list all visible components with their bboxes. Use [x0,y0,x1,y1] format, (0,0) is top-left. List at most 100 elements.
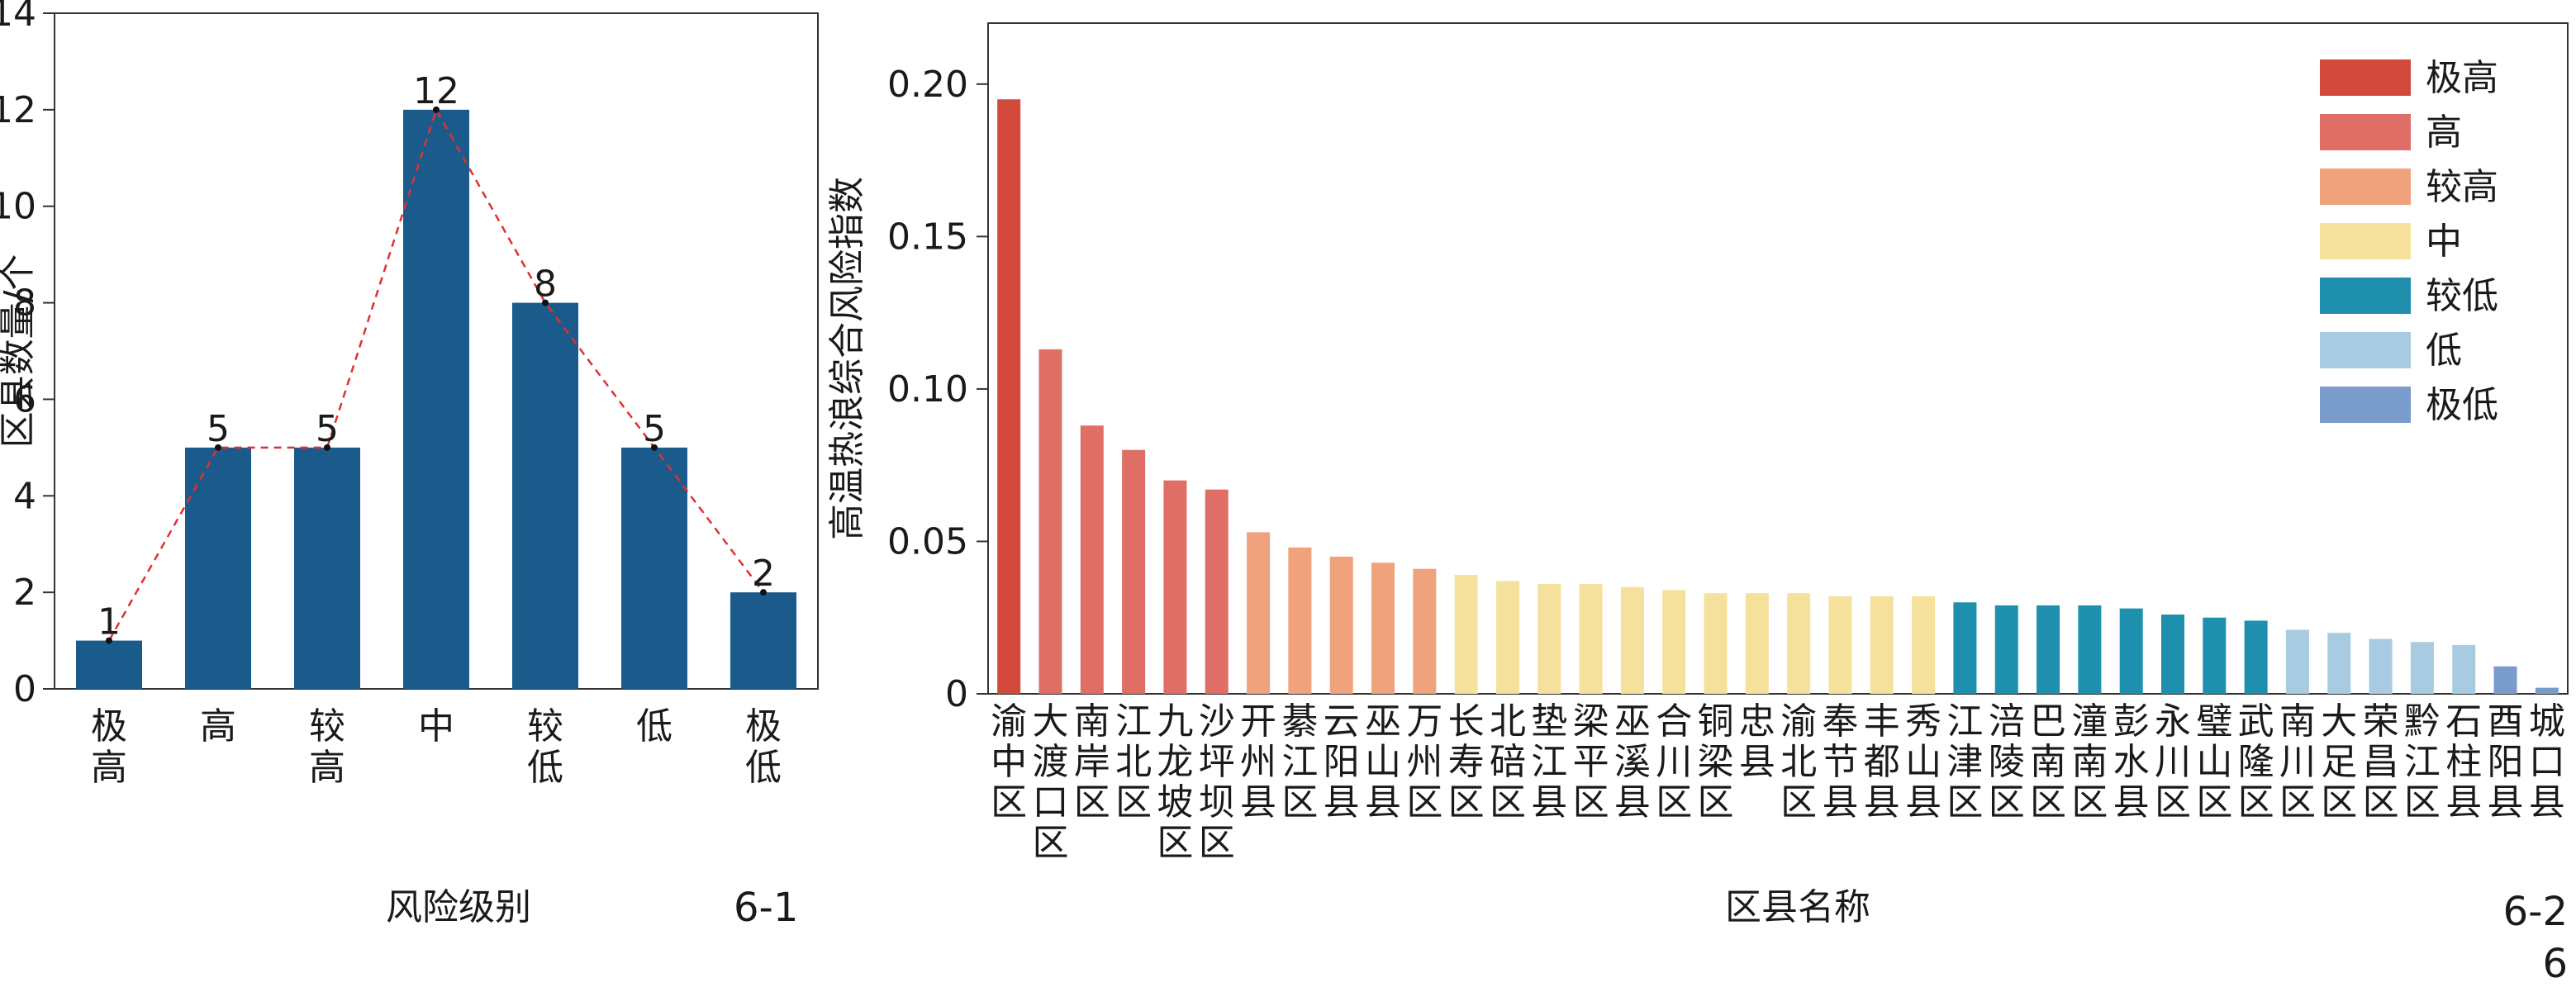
legend-label: 高 [2426,112,2462,154]
right-x-tick-label: 区 [2238,781,2274,824]
right-bar [1745,593,1769,694]
legend-label: 极低 [2426,384,2498,426]
left-x-tick-label: 中 [418,705,454,748]
right-x-tick-label: 节 [1822,741,1858,783]
legend-swatch [2320,168,2411,205]
left-x-tick-label: 高 [200,705,236,748]
right-x-tick-label: 寿 [1448,741,1485,783]
left-trend-line [106,106,767,644]
right-x-tick-label: 合 [1656,700,1692,743]
right-bar [1205,489,1229,694]
left-y-tick-label: 4 [13,475,36,517]
right-panel-label-extra: 6 [2542,941,2568,987]
right-x-tick-label: 县 [1864,781,1900,824]
right-x-tick-label: 县 [2445,781,2482,824]
right-x-tick-label: 区 [1698,781,1734,824]
right-x-tick-label: 区 [1448,781,1485,824]
right-x-tick-label: 区 [1281,781,1318,824]
right-x-tick-label: 中 [991,741,1027,783]
right-bar [1787,593,1811,694]
right-x-tick-label: 北 [1490,700,1526,743]
legend-swatch [2320,278,2411,314]
right-x-tick-label: 县 [2488,781,2524,824]
legend-swatch [2320,59,2411,96]
left-x-axis-ticks: 极高高 较高中 较低低 极低 [91,705,782,789]
right-x-tick-label: 县 [1614,781,1651,824]
legend-label: 低 [2426,330,2462,372]
left-trend-point [651,444,658,451]
right-x-tick-label: 山 [1905,741,1942,783]
right-bar [1870,596,1894,694]
right-x-tick-label: 溪 [1614,741,1651,783]
right-bar [2535,687,2559,694]
left-bar [621,447,687,689]
right-x-tick-label: 巫 [1614,700,1651,743]
right-x-tick-label: 坪 [1199,741,1235,783]
right-x-tick-label: 足 [2321,741,2357,783]
right-x-tick-label: 渝 [1780,700,1817,743]
right-x-tick-label: 昌 [2363,741,2399,783]
right-bar [1662,590,1686,694]
right-x-tick-label: 区 [1074,781,1110,824]
right-x-tick-label: 山 [1365,741,1401,783]
left-x-tick-label: 极 [91,705,127,748]
right-x-tick-label: 垫 [1531,700,1567,743]
right-x-tick-label: 区 [2155,781,2191,824]
right-bar [1495,581,1519,694]
right-bar [1080,425,1104,694]
right-x-tick-label: 开 [1240,700,1276,743]
right-x-tick-label: 阳 [1324,741,1360,783]
right-bar [1620,586,1644,694]
left-y-tick-label: 2 [13,572,36,614]
left-y-tick-label: 8 [13,282,36,325]
left-y-tick-label: 14 [0,0,36,35]
right-x-tick-label: 川 [2279,741,2316,783]
right-x-tick-label: 区 [1656,781,1692,824]
right-bar [2410,642,2434,694]
right-x-tick-label: 大 [2321,700,2357,743]
left-trend-point [542,299,549,306]
right-x-tick-label: 区 [1115,781,1152,824]
right-x-tick-label: 县 [1531,781,1567,824]
legend-label: 中 [2426,221,2462,263]
left-bar [512,302,578,689]
right-bar [1371,562,1395,694]
right-x-tick-label: 州 [1240,741,1276,783]
right-x-tick-label: 涪 [1989,700,2025,743]
right-x-tick-label: 区 [991,781,1027,824]
left-x-tick-label: 较 [527,705,563,748]
right-x-tick-label: 岸 [1074,741,1110,783]
right-x-tick-label: 忠 [1739,700,1775,743]
right-x-tick-label: 南 [2030,741,2066,783]
right-bar [1038,349,1062,694]
left-y-axis-ticks: 0 2 4 6 8 10 12 14 [0,0,55,710]
right-x-tick-label: 柱 [2445,741,2482,783]
right-x-tick-label: 区 [1157,822,1193,864]
right-x-tick-label: 县 [1365,781,1401,824]
right-x-tick-label: 川 [2155,741,2191,783]
right-bar [1704,593,1728,694]
legend-swatch [2320,332,2411,368]
right-plot-frame [987,22,2569,695]
right-x-tick-label: 渡 [1032,741,1068,783]
right-bar [2452,644,2476,694]
right-panel-label: 6-2 [2503,889,2568,935]
right-x-tick-label: 荣 [2363,700,2399,743]
right-x-tick-label: 川 [1656,741,1692,783]
right-x-tick-label: 区 [2071,781,2108,824]
right-x-tick-label: 碚 [1490,741,1526,783]
right-bar [1994,605,2018,694]
right-x-tick-label: 酉 [2488,700,2524,743]
right-bar [1247,532,1271,694]
right-bar [2285,629,2309,694]
right-x-tick-label: 石 [2445,700,2482,743]
right-bar [2161,615,2184,694]
right-x-tick-label: 平 [1573,741,1609,783]
left-data-label: 8 [534,263,557,306]
left-bars [76,109,796,689]
right-x-tick-label: 区 [1032,822,1068,864]
right-x-tick-label: 区 [1989,781,2025,824]
left-data-label: 2 [752,553,775,595]
